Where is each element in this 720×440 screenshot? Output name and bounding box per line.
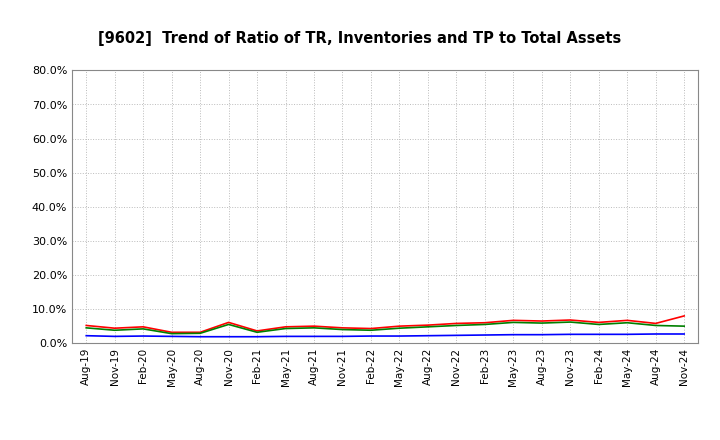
- Trade Payables: [566, 319, 575, 325]
- Line: Trade Payables: Trade Payables: [86, 322, 684, 334]
- Trade Payables: [423, 324, 432, 330]
- Trade Receivables: [537, 319, 546, 324]
- Inventories: [282, 334, 290, 339]
- Trade Payables: [282, 326, 290, 331]
- Trade Receivables: [366, 326, 375, 331]
- Trade Receivables: [595, 320, 603, 325]
- Trade Receivables: [338, 325, 347, 330]
- Trade Payables: [537, 320, 546, 326]
- Trade Receivables: [310, 323, 318, 329]
- Trade Payables: [225, 322, 233, 327]
- Trade Payables: [652, 323, 660, 328]
- Inventories: [595, 332, 603, 337]
- Inventories: [225, 334, 233, 339]
- Trade Payables: [196, 331, 204, 336]
- Trade Receivables: [680, 313, 688, 319]
- Inventories: [623, 332, 631, 337]
- Inventories: [338, 334, 347, 339]
- Line: Trade Receivables: Trade Receivables: [86, 316, 684, 332]
- Inventories: [310, 334, 318, 339]
- Trade Receivables: [167, 330, 176, 335]
- Trade Payables: [110, 328, 119, 333]
- Trade Payables: [82, 325, 91, 330]
- Trade Receivables: [82, 323, 91, 328]
- Trade Receivables: [253, 328, 261, 334]
- Inventories: [480, 332, 489, 337]
- Inventories: [253, 334, 261, 339]
- Trade Receivables: [480, 320, 489, 326]
- Trade Receivables: [395, 323, 404, 329]
- Trade Receivables: [509, 318, 518, 323]
- Trade Receivables: [196, 330, 204, 335]
- Trade Payables: [338, 327, 347, 332]
- Trade Payables: [167, 331, 176, 336]
- Inventories: [537, 332, 546, 337]
- Trade Payables: [480, 322, 489, 327]
- Trade Receivables: [652, 321, 660, 326]
- Inventories: [167, 334, 176, 339]
- Inventories: [196, 334, 204, 339]
- Trade Payables: [395, 326, 404, 331]
- Inventories: [452, 333, 461, 338]
- Trade Receivables: [225, 320, 233, 325]
- Trade Receivables: [110, 326, 119, 331]
- Trade Receivables: [452, 321, 461, 326]
- Trade Payables: [139, 326, 148, 331]
- Inventories: [652, 331, 660, 337]
- Trade Payables: [595, 322, 603, 327]
- Inventories: [423, 333, 432, 338]
- Trade Payables: [680, 323, 688, 329]
- Trade Receivables: [139, 324, 148, 330]
- Trade Payables: [310, 325, 318, 330]
- Line: Inventories: Inventories: [86, 334, 684, 337]
- Inventories: [566, 332, 575, 337]
- Inventories: [509, 332, 518, 337]
- Inventories: [680, 331, 688, 337]
- Trade Payables: [366, 328, 375, 333]
- Trade Payables: [253, 330, 261, 335]
- Trade Payables: [623, 320, 631, 326]
- Inventories: [366, 334, 375, 339]
- Inventories: [395, 334, 404, 339]
- Inventories: [110, 334, 119, 339]
- Text: [9602]  Trend of Ratio of TR, Inventories and TP to Total Assets: [9602] Trend of Ratio of TR, Inventories…: [99, 31, 621, 46]
- Trade Receivables: [282, 324, 290, 330]
- Inventories: [82, 333, 91, 338]
- Trade Receivables: [623, 318, 631, 323]
- Trade Receivables: [423, 323, 432, 328]
- Inventories: [139, 334, 148, 339]
- Trade Payables: [452, 323, 461, 328]
- Trade Receivables: [566, 317, 575, 323]
- Trade Payables: [509, 320, 518, 325]
